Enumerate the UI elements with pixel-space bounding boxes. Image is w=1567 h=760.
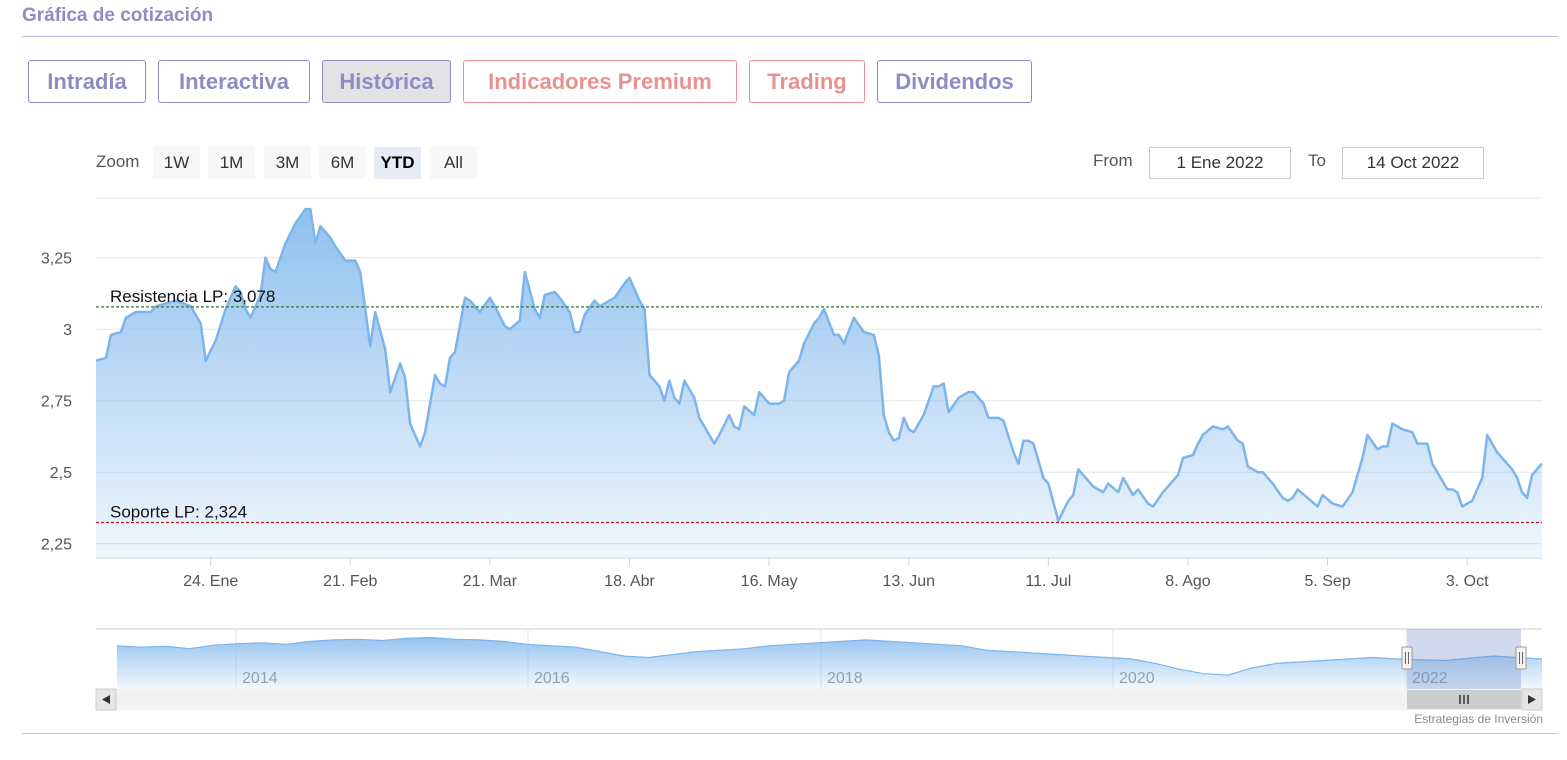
zoom-1w-button[interactable]: 1W bbox=[153, 147, 200, 179]
x-tick-label: 11. Jul bbox=[1025, 573, 1071, 590]
y-tick-label: 2,5 bbox=[50, 465, 72, 482]
scrollbar-track[interactable] bbox=[96, 689, 1542, 710]
zoom-all-button[interactable]: All bbox=[430, 147, 477, 179]
price-line bbox=[95, 207, 1543, 523]
zoom-label: Zoom bbox=[96, 152, 140, 171]
tab-indicadores-premium[interactable]: Indicadores Premium bbox=[463, 60, 737, 103]
zoom-6m-button[interactable]: 6M bbox=[319, 147, 366, 179]
arrow-right-icon bbox=[1528, 695, 1536, 704]
tab-historica[interactable]: Histórica bbox=[322, 60, 451, 103]
x-tick-label: 18. Abr bbox=[604, 573, 655, 590]
range-to-label: To bbox=[1308, 151, 1326, 170]
navigator-handle-right[interactable] bbox=[1515, 646, 1527, 670]
zoom-ytd-button[interactable]: YTD bbox=[374, 147, 421, 179]
navigator[interactable]: 20142016201820202022 bbox=[95, 628, 1543, 711]
x-tick-label: 3. Oct bbox=[1446, 573, 1489, 590]
tab-intradia[interactable]: Intradía bbox=[28, 60, 146, 103]
y-tick-label: 2,25 bbox=[41, 537, 72, 554]
resistance-label: Resistencia LP: 3,078 bbox=[110, 287, 275, 306]
y-tick-label: 3,25 bbox=[41, 251, 72, 268]
x-tick-label: 16. May bbox=[741, 573, 798, 590]
bottom-divider bbox=[22, 733, 1558, 734]
x-axis-labels: 24. Ene 21. Feb 21. Mar 18. Abr 16. May 13. J… bbox=[183, 558, 1489, 590]
range-from-input[interactable]: 1 Ene 2022 bbox=[1149, 147, 1291, 179]
arrow-left-icon bbox=[102, 695, 110, 704]
y-tick-label: 3 bbox=[63, 322, 72, 339]
plot-lines: Resistencia LP: 3,078 Soporte LP: 2,324 bbox=[96, 287, 1542, 524]
navigator-handle-left[interactable] bbox=[1401, 646, 1413, 670]
y-tick-label: 2,75 bbox=[41, 394, 72, 411]
tab-interactiva[interactable]: Interactiva bbox=[158, 60, 310, 103]
navigator-selection[interactable] bbox=[1407, 629, 1521, 689]
section-title: Gráfica de cotización bbox=[22, 5, 214, 26]
navigator-area bbox=[117, 637, 1542, 689]
zoom-1m-button[interactable]: 1M bbox=[208, 147, 255, 179]
zoom-3m-button[interactable]: 3M bbox=[264, 147, 311, 179]
x-tick-label: 24. Ene bbox=[183, 573, 238, 590]
x-tick-label: 8. Ago bbox=[1165, 573, 1210, 590]
x-tick-label: 21. Feb bbox=[323, 573, 377, 590]
price-area bbox=[96, 209, 1542, 558]
range-to-input[interactable]: 14 Oct 2022 bbox=[1342, 147, 1484, 179]
tab-trading[interactable]: Trading bbox=[749, 60, 865, 103]
support-label: Soporte LP: 2,324 bbox=[110, 503, 247, 522]
title-divider bbox=[22, 36, 1558, 37]
tab-dividendos[interactable]: Dividendos bbox=[877, 60, 1032, 103]
y-axis-labels: 2,25 2,5 2,75 3 3,25 bbox=[41, 251, 72, 554]
x-tick-label: 5. Sep bbox=[1304, 573, 1350, 590]
range-from-label: From bbox=[1093, 151, 1133, 170]
chart-credit[interactable]: Estrategias de Inversión bbox=[1414, 712, 1543, 726]
x-tick-label: 21. Mar bbox=[463, 573, 518, 590]
x-tick-label: 13. Jun bbox=[883, 573, 935, 590]
price-chart[interactable]: 2,25 2,5 2,75 3 3,25 Resistencia LP: 3,078 So… bbox=[0, 190, 1567, 730]
navigator-line bbox=[116, 636, 1543, 676]
